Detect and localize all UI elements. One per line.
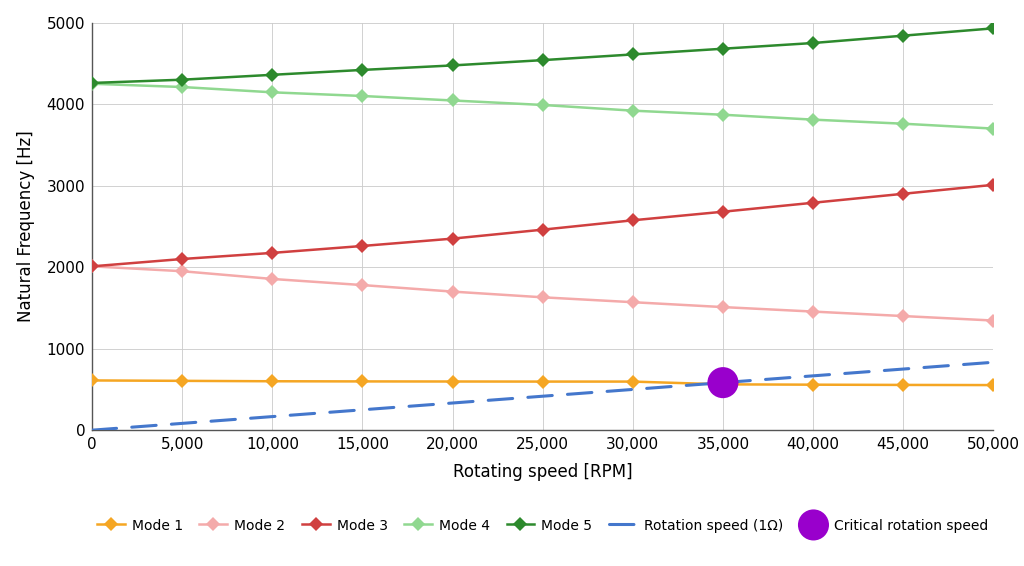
Mode 2: [266, 276, 279, 282]
X-axis label: Rotating speed [RPM]: Rotating speed [RPM]: [453, 463, 633, 481]
Mode 3: [807, 199, 819, 206]
Mode 5: [86, 80, 98, 87]
Mode 4: [356, 93, 369, 100]
Mode 4: [86, 80, 98, 87]
Mode 2: [356, 282, 369, 289]
Mode 5: [627, 51, 639, 58]
Line: Mode 5: Mode 5: [87, 23, 998, 88]
Mode 2: [627, 299, 639, 306]
Mode 4: [807, 116, 819, 123]
Mode 5: [356, 67, 369, 74]
Mode 5: [537, 57, 549, 63]
Legend: Mode 1, Mode 2, Mode 3, Mode 4, Mode 5, Rotation speed (1Ω), Critical rotation s: Mode 1, Mode 2, Mode 3, Mode 4, Mode 5, …: [97, 518, 988, 533]
Line: Mode 4: Mode 4: [87, 79, 998, 134]
Mode 2: [537, 294, 549, 301]
Line: Mode 1: Mode 1: [87, 376, 998, 390]
Mode 1: [266, 378, 279, 385]
Mode 1: [537, 378, 549, 385]
Line: Mode 3: Mode 3: [87, 180, 998, 271]
Mode 1: [807, 381, 819, 388]
Mode 4: [537, 101, 549, 108]
Mode 1: [176, 378, 188, 384]
Y-axis label: Natural Frequency [Hz]: Natural Frequency [Hz]: [17, 131, 36, 322]
Mode 3: [86, 263, 98, 270]
Mode 5: [897, 32, 909, 39]
Mode 4: [446, 97, 459, 104]
Mode 4: [987, 125, 999, 132]
Mode 3: [627, 217, 639, 224]
Mode 1: [86, 377, 98, 384]
Mode 2: [807, 308, 819, 315]
Mode 5: [266, 71, 279, 78]
Mode 3: [266, 250, 279, 256]
Mode 3: [176, 256, 188, 263]
Mode 5: [446, 62, 459, 69]
Mode 3: [537, 226, 549, 233]
Mode 5: [987, 25, 999, 32]
Mode 1: [356, 378, 369, 385]
Mode 3: [356, 243, 369, 250]
Mode 5: [176, 76, 188, 83]
Mode 4: [266, 89, 279, 96]
Mode 2: [86, 263, 98, 270]
Mode 2: [446, 288, 459, 295]
Mode 1: [897, 381, 909, 388]
Mode 2: [176, 268, 188, 275]
Mode 2: [897, 312, 909, 319]
Mode 3: [897, 190, 909, 197]
Mode 1: [717, 381, 729, 388]
Mode 4: [627, 108, 639, 114]
Mode 1: [446, 378, 459, 385]
Mode 3: [987, 182, 999, 188]
Mode 4: [717, 112, 729, 118]
Mode 5: [717, 45, 729, 52]
Mode 1: [627, 378, 639, 385]
Mode 1: [987, 381, 999, 388]
Critical rotation speed: [715, 378, 731, 387]
Line: Mode 2: Mode 2: [87, 261, 998, 325]
Mode 5: [807, 40, 819, 46]
Mode 4: [176, 84, 188, 91]
Mode 4: [897, 121, 909, 127]
Mode 3: [446, 235, 459, 242]
Mode 2: [987, 317, 999, 324]
Mode 2: [717, 304, 729, 311]
Mode 3: [717, 208, 729, 215]
